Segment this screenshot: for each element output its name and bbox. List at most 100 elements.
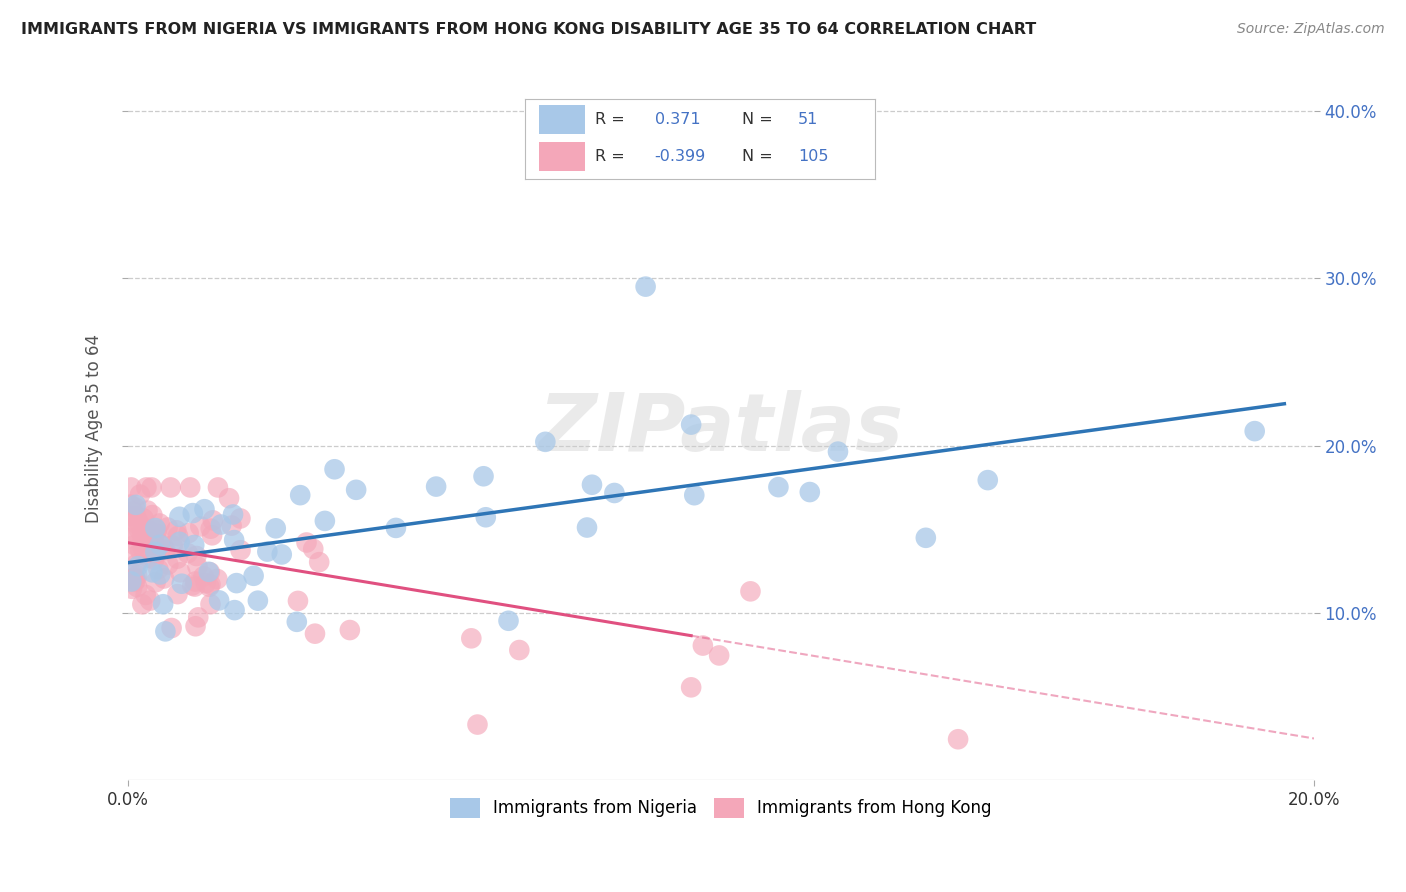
Point (141, 531, 163, 545)
Point (200, 577, 222, 591)
Point (166, 587, 188, 601)
Point (125, 573, 148, 587)
Point (135, 588, 157, 602)
Point (124, 500, 146, 515)
Point (155, 624, 177, 639)
Point (124, 574, 146, 589)
Point (159, 480, 181, 494)
Point (125, 557, 148, 571)
Point (201, 528, 224, 542)
Point (256, 544, 278, 558)
Point (184, 619, 207, 633)
Point (681, 681, 703, 695)
Point (508, 643, 530, 657)
Point (165, 523, 187, 537)
Point (224, 603, 246, 617)
Point (124, 571, 146, 585)
Point (143, 528, 166, 542)
Point (827, 444, 849, 458)
Point (198, 580, 221, 594)
Point (155, 543, 177, 558)
Point (472, 469, 495, 483)
Point (131, 528, 153, 542)
Point (122, 504, 145, 518)
Point (125, 568, 148, 582)
Point (127, 515, 149, 529)
Point (467, 717, 489, 731)
Point (707, 648, 730, 663)
Point (208, 593, 231, 607)
Point (207, 572, 229, 586)
Point (145, 547, 167, 561)
Point (474, 510, 496, 524)
Point (194, 576, 217, 591)
Point (218, 491, 240, 506)
Legend: Immigrants from Nigeria, Immigrants from Hong Kong: Immigrants from Nigeria, Immigrants from… (443, 791, 998, 825)
Point (295, 535, 318, 549)
Point (170, 576, 193, 591)
Point (176, 546, 198, 560)
Point (498, 614, 520, 628)
Point (120, 498, 142, 512)
Point (229, 511, 252, 525)
Point (149, 538, 172, 552)
Point (156, 520, 179, 534)
Point (207, 480, 229, 494)
Point (799, 485, 821, 500)
Point (914, 531, 936, 545)
Point (460, 632, 482, 646)
Point (125, 498, 148, 512)
Point (139, 593, 162, 607)
Text: Source: ZipAtlas.com: Source: ZipAtlas.com (1237, 22, 1385, 37)
Point (224, 533, 246, 547)
Point (141, 566, 163, 580)
Point (177, 526, 200, 541)
Point (127, 559, 149, 574)
Point (692, 639, 714, 653)
Point (121, 582, 143, 596)
Point (143, 538, 166, 552)
Point (169, 509, 191, 524)
Point (136, 503, 159, 517)
Point (145, 575, 167, 590)
Point (124, 570, 146, 584)
Point (193, 502, 215, 516)
Point (141, 531, 163, 545)
Point (184, 580, 207, 594)
Point (683, 488, 706, 502)
Point (222, 508, 245, 522)
Point (323, 462, 346, 476)
Point (149, 567, 172, 582)
Point (132, 524, 155, 538)
Point (135, 523, 157, 537)
Point (167, 529, 190, 543)
Point (186, 559, 208, 574)
Point (314, 514, 336, 528)
Point (129, 487, 152, 501)
Point (308, 555, 330, 569)
Point (143, 552, 166, 566)
Point (141, 480, 163, 494)
Point (339, 623, 361, 637)
Point (209, 517, 232, 532)
Point (120, 480, 142, 494)
Point (131, 597, 153, 611)
Point (120, 574, 142, 589)
Point (187, 610, 209, 624)
Point (152, 597, 174, 611)
Point (162, 539, 184, 553)
Point (425, 480, 447, 494)
Point (740, 584, 762, 599)
Point (290, 488, 312, 502)
Point (946, 732, 969, 747)
Point (138, 550, 160, 565)
Point (132, 511, 155, 525)
Point (385, 521, 408, 535)
Point (120, 572, 142, 586)
Point (153, 572, 176, 586)
Point (1243, 424, 1265, 438)
Point (146, 524, 169, 538)
Point (200, 597, 222, 611)
Point (129, 544, 152, 558)
Point (197, 565, 219, 579)
